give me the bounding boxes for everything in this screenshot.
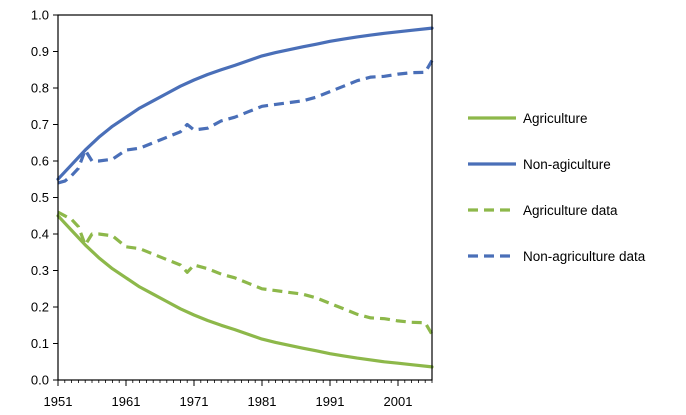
y-tick-label: 0.6 — [31, 154, 49, 169]
y-tick-label: 0.1 — [31, 336, 49, 351]
x-tick-label: 2001 — [384, 394, 413, 409]
x-tick-label: 1951 — [44, 394, 73, 409]
x-tick-label: 1981 — [248, 394, 277, 409]
series-line-agriculture — [56, 214, 434, 369]
y-tick-label: 0.2 — [31, 300, 49, 315]
legend: Agriculture Non-agiculture Agriculture dat… — [468, 111, 646, 264]
y-tick-label: 0.9 — [31, 44, 49, 59]
x-tick-label: 1971 — [180, 394, 209, 409]
axes: 0.0 0.1 0.2 0.3 0.4 0.5 0.6 0.7 0.8 0.9 1.0 1951 196… — [31, 8, 433, 409]
legend-label: Agriculture data — [523, 203, 618, 218]
y-tick-label: 1.0 — [31, 8, 49, 23]
series-line-agriculture-data — [57, 210, 434, 336]
legend-label: Non-agriculture data — [523, 249, 646, 264]
y-tick-label: 0.8 — [31, 81, 49, 96]
legend-label: Non-agiculture — [523, 157, 611, 172]
x-tick-label: 1991 — [316, 394, 345, 409]
legend-label: Agriculture — [523, 111, 588, 126]
y-tick-label: 0.7 — [31, 117, 49, 132]
y-tick-label: 0.4 — [31, 227, 49, 242]
plot-frame — [57, 14, 433, 381]
series-line-non-agiculture — [56, 26, 434, 181]
x-tick-label: 1961 — [112, 394, 141, 409]
series-line-non-agriculture-data — [57, 59, 434, 185]
y-tick-label: 0.5 — [31, 190, 49, 205]
y-tick-label: 0.0 — [31, 373, 49, 388]
y-tick-label: 0.3 — [31, 263, 49, 278]
plot-area — [56, 26, 434, 369]
